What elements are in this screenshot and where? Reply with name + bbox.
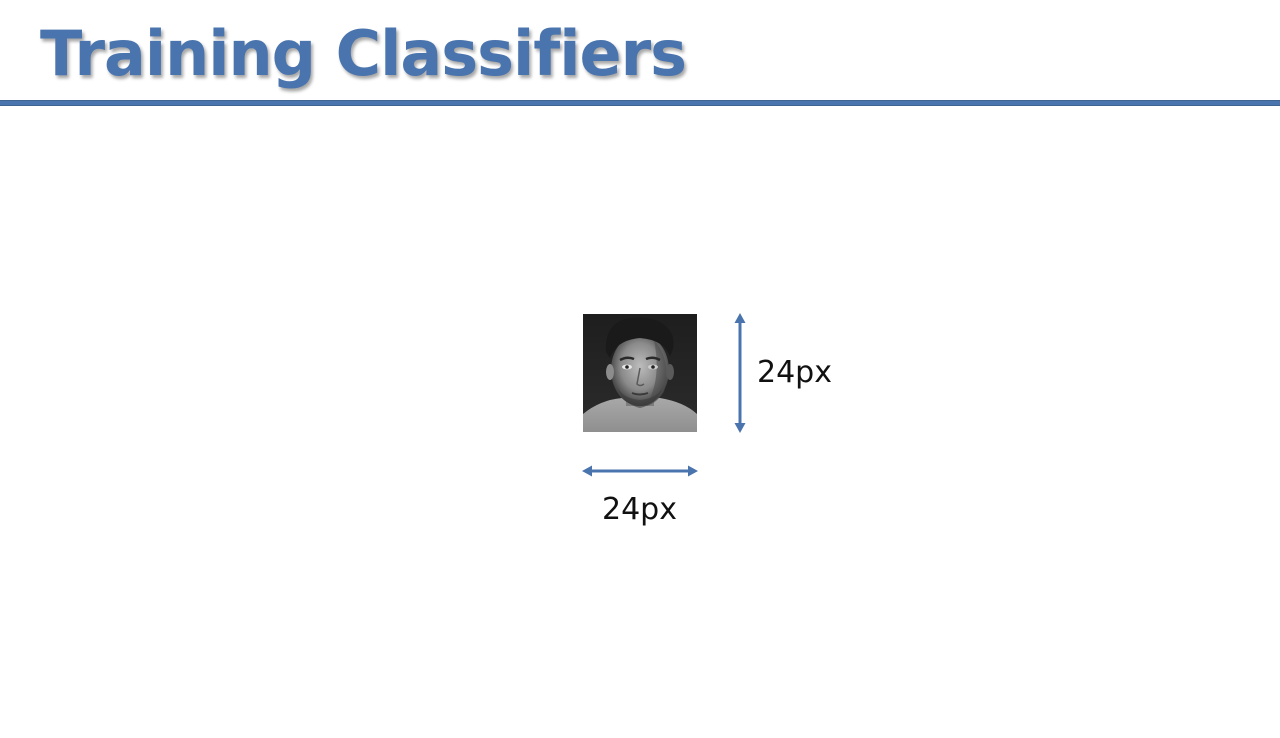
width-dimension-arrow (582, 465, 698, 477)
slide-title: Training Classifiers (40, 17, 687, 90)
width-dimension-label: 24px (602, 492, 677, 527)
face-photo (583, 314, 697, 432)
height-dimension-label: 24px (757, 355, 832, 390)
title-underline-rule (0, 100, 1280, 106)
height-dimension-arrow (734, 313, 746, 433)
